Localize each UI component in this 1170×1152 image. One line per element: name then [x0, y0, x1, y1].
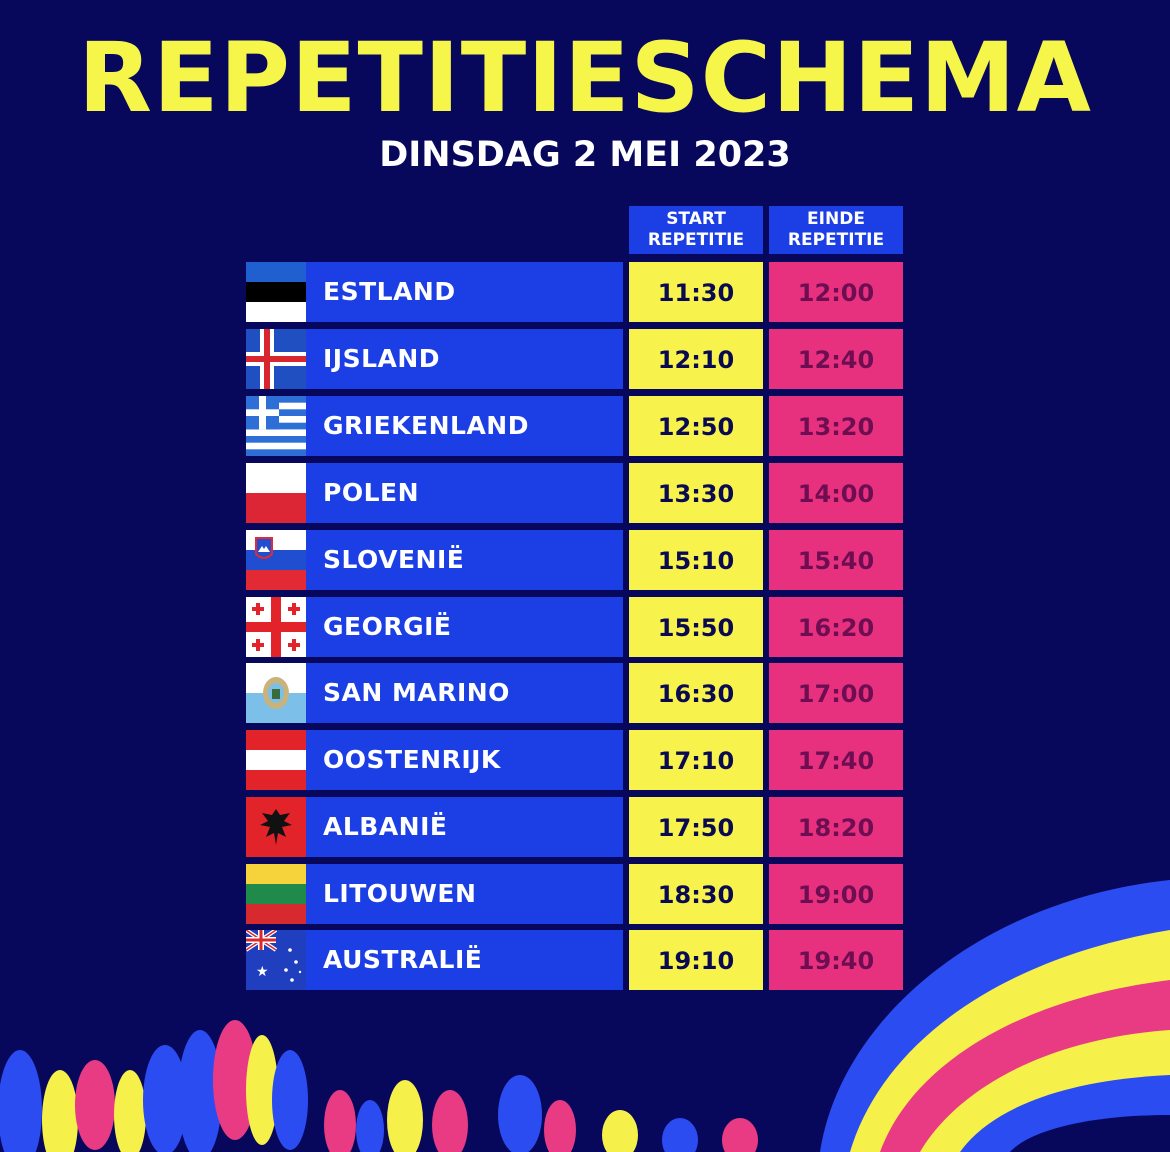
svg-text:★: ★ — [256, 964, 269, 980]
poland-flag-icon — [246, 463, 306, 523]
country-name: POLEN — [323, 478, 420, 507]
lithuania-flag-icon — [246, 864, 306, 924]
end-time: 17:40 — [769, 730, 903, 790]
schedule-row: SLOVENIË 15:10 15:40 — [246, 530, 903, 590]
albania-flag-icon — [246, 797, 306, 857]
end-time: 12:40 — [769, 329, 903, 389]
schedule-row: OOSTENRIJK 17:10 17:40 — [246, 730, 903, 790]
start-time: 19:10 — [629, 930, 763, 990]
end-time: 17:00 — [769, 663, 903, 723]
country-cell: SAN MARINO — [246, 663, 623, 723]
country-cell: ALBANIË — [246, 797, 623, 857]
country-cell: OOSTENRIJK — [246, 730, 623, 790]
country-cell: GRIEKENLAND — [246, 396, 623, 456]
country-cell: ESTLAND — [246, 262, 623, 322]
end-time: 19:00 — [769, 864, 903, 924]
start-time: 15:50 — [629, 597, 763, 657]
end-time: 18:20 — [769, 797, 903, 857]
end-time: 12:00 — [769, 262, 903, 322]
end-time: 15:40 — [769, 530, 903, 590]
country-name: SAN MARINO — [323, 678, 510, 707]
end-time: 13:20 — [769, 396, 903, 456]
australia-flag-icon: ★ — [246, 930, 306, 990]
start-time: 11:30 — [629, 262, 763, 322]
iceland-flag-icon — [246, 329, 306, 389]
schedule-row: ★ AUSTRALIË 19:10 19:40 — [246, 930, 903, 990]
slovenia-flag-icon — [246, 530, 306, 590]
schedule-row: ALBANIË 17:50 18:20 — [246, 797, 903, 857]
end-header: EINDE REPETITIE — [769, 206, 903, 254]
end-time: 19:40 — [769, 930, 903, 990]
country-cell: ★ AUSTRALIË — [246, 930, 623, 990]
start-time: 13:30 — [629, 463, 763, 523]
country-cell: SLOVENIË — [246, 530, 623, 590]
estonia-flag-icon — [246, 262, 306, 322]
country-name: OOSTENRIJK — [323, 745, 501, 774]
page-title: REPETITIESCHEMA — [78, 22, 1092, 134]
san-marino-flag-icon — [246, 663, 306, 723]
end-time: 14:00 — [769, 463, 903, 523]
end-header-line1: EINDE — [807, 209, 865, 229]
schedule-row: GEORGIË 15:50 16:20 — [246, 597, 903, 657]
start-time: 12:10 — [629, 329, 763, 389]
start-time: 16:30 — [629, 663, 763, 723]
country-name: GEORGIË — [323, 612, 452, 641]
country-cell: IJSLAND — [246, 329, 623, 389]
schedule-row: IJSLAND 12:10 12:40 — [246, 329, 903, 389]
schedule-row: GRIEKENLAND 12:50 13:20 — [246, 396, 903, 456]
end-time: 16:20 — [769, 597, 903, 657]
country-name: ESTLAND — [323, 277, 456, 306]
country-name: GRIEKENLAND — [323, 411, 529, 440]
start-header: START REPETITIE — [629, 206, 763, 254]
start-time: 17:50 — [629, 797, 763, 857]
country-name: LITOUWEN — [323, 879, 477, 908]
country-cell: POLEN — [246, 463, 623, 523]
greece-flag-icon — [246, 396, 306, 456]
country-name: AUSTRALIË — [323, 945, 483, 974]
austria-flag-icon — [246, 730, 306, 790]
schedule-row: LITOUWEN 18:30 19:00 — [246, 864, 903, 924]
start-time: 18:30 — [629, 864, 763, 924]
country-cell: GEORGIË — [246, 597, 623, 657]
country-name: ALBANIË — [323, 812, 448, 841]
start-header-line2: REPETITIE — [647, 230, 745, 250]
schedule-row: SAN MARINO 16:30 17:00 — [246, 663, 903, 723]
country-name: IJSLAND — [323, 344, 441, 373]
georgia-flag-icon — [246, 597, 306, 657]
schedule-row: POLEN 13:30 14:00 — [246, 463, 903, 523]
country-name: SLOVENIË — [323, 545, 465, 574]
start-time: 17:10 — [629, 730, 763, 790]
start-time: 15:10 — [629, 530, 763, 590]
schedule-row: ESTLAND 11:30 12:00 — [246, 262, 903, 322]
end-header-line2: REPETITIE — [787, 230, 885, 250]
page-subtitle: DINSDAG 2 MEI 2023 — [379, 135, 791, 175]
start-time: 12:50 — [629, 396, 763, 456]
country-cell: LITOUWEN — [246, 864, 623, 924]
start-header-line1: START — [666, 209, 726, 229]
